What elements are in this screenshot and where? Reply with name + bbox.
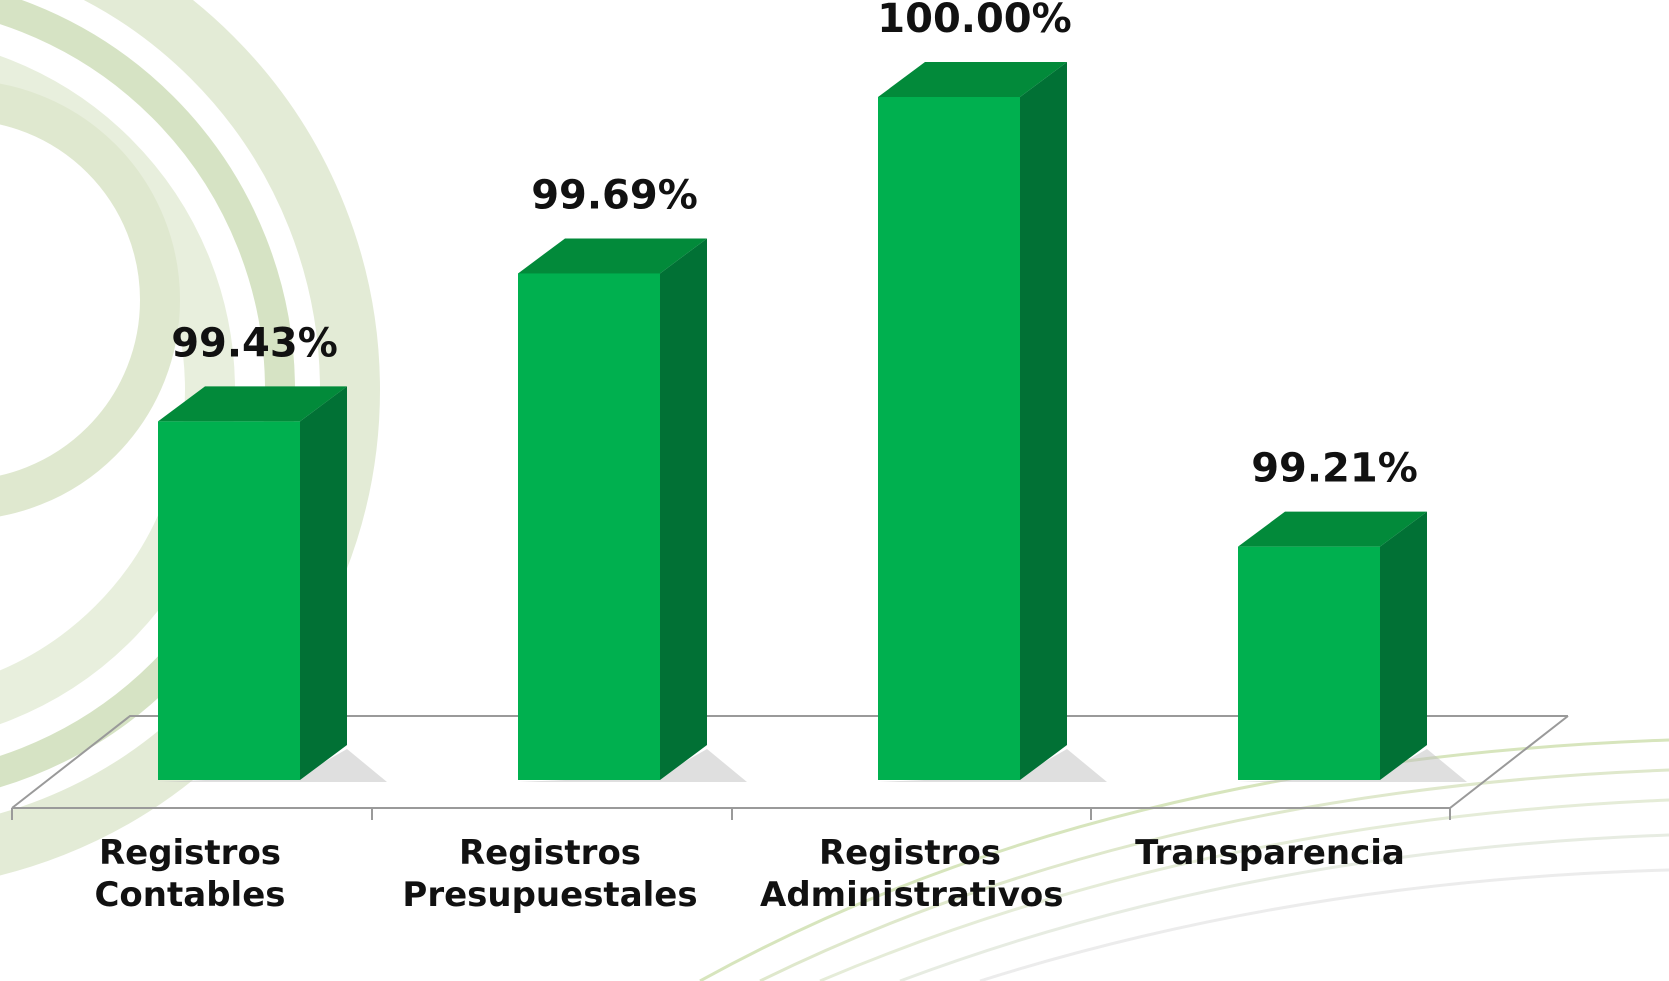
value-label: 99.21% [1251,446,1418,492]
bar [1238,546,1380,780]
category-label: Registros Presupuestales [402,833,698,915]
value-label: 99.69% [531,172,698,218]
bar-top [878,62,1067,97]
value-label: 99.43% [171,320,338,366]
bar [158,421,300,780]
category-label: Registros Administrativos [760,833,1064,915]
floor [11,715,1569,820]
bar-top [1238,511,1427,547]
bar [518,273,660,780]
bar-shadow [518,749,747,782]
bar-side [300,386,347,780]
category-label: Registros Contables [94,833,286,915]
bar-side [660,238,707,781]
value-label: 100.00% [877,0,1071,42]
bar-side [1020,62,1067,780]
bar-side [1380,511,1427,780]
bar [878,97,1020,780]
category-label: Transparencia [1135,833,1405,873]
bar-shadow [158,749,387,782]
bar-top [518,238,707,274]
bar-top [158,386,347,422]
bar-shadow [1238,749,1467,782]
bar-shadow [878,749,1107,782]
